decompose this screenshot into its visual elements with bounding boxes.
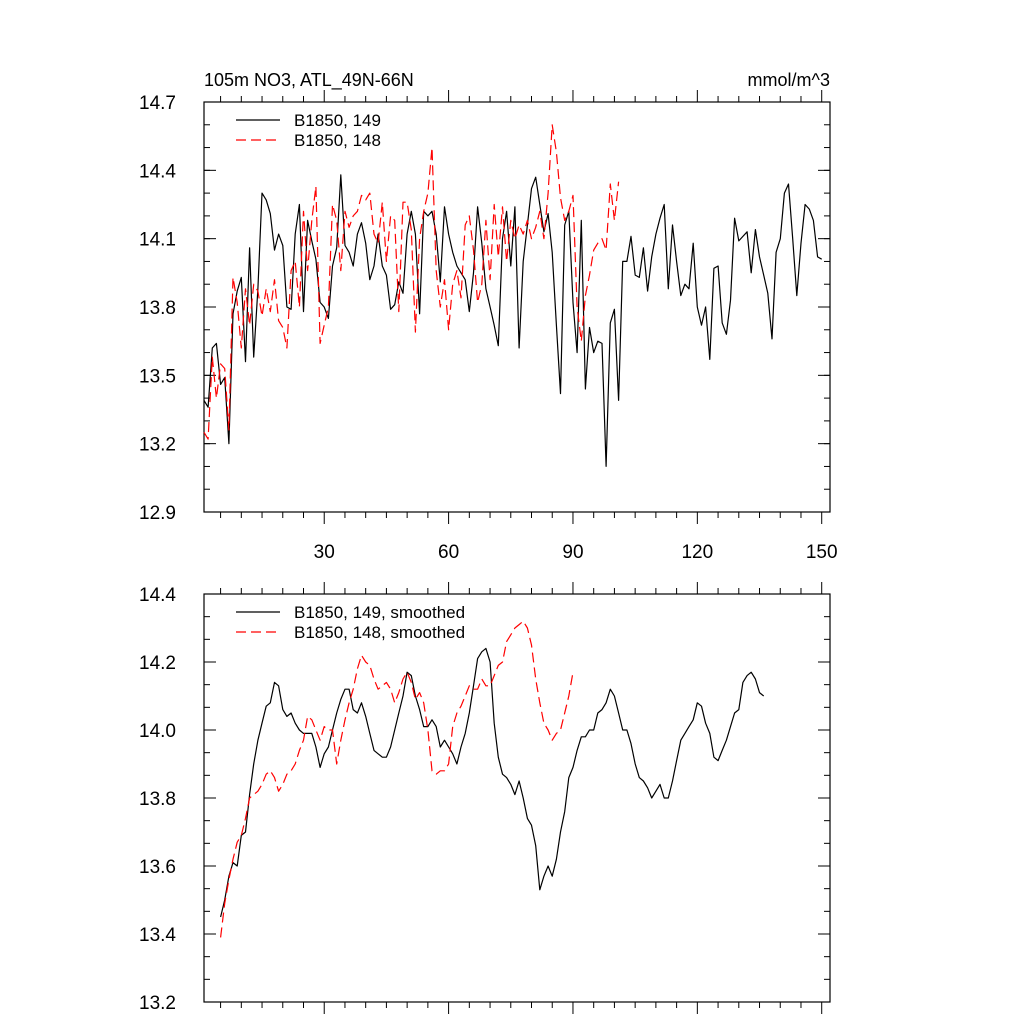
- plot-frame: [203, 101, 831, 513]
- data-lines: [220, 620, 765, 938]
- x-tick-label: 120: [681, 542, 713, 563]
- x-tick-label: 150: [806, 542, 838, 563]
- y-tick-label: 13.4: [139, 925, 176, 946]
- legend-label: B1850, 149, smoothed: [294, 603, 465, 622]
- data-lines: [203, 124, 822, 467]
- series-line-1: [203, 174, 822, 467]
- y-tick-label: 14.4: [139, 161, 176, 182]
- series-line-1: [220, 647, 765, 918]
- plot-frame: [203, 593, 831, 1003]
- y-tick-label: 14.2: [139, 653, 176, 674]
- y-tick-label: 13.8: [139, 298, 176, 319]
- legend-label: B1850, 148: [294, 131, 381, 150]
- y-tick-label: 14.4: [139, 585, 176, 606]
- y-tick-label: 13.6: [139, 857, 176, 878]
- y-tick-label: 14.1: [139, 230, 176, 251]
- chart-title: 105m NO3, ATL_49N-66N: [204, 70, 414, 91]
- series-line-2: [220, 620, 574, 938]
- axis-ticks: 12.9 13.2 13.5 13.8 14.1 14.4 14.7 30 60 90 120 150: [139, 90, 838, 563]
- x-tick-label: 90: [562, 542, 583, 563]
- y-tick-label: 13.5: [139, 366, 176, 387]
- legend-label: B1850, 148, smoothed: [294, 623, 465, 642]
- axis-ticks: 13.2 13.4 13.6 13.8 14.0 14.2 14.4: [139, 582, 830, 1014]
- legend-label: B1850, 149: [294, 111, 381, 130]
- y-tick-label: 13.2: [139, 993, 176, 1014]
- units-label: mmol/m^3: [748, 70, 830, 90]
- bottom-panel: 13.2 13.4 13.6 13.8 14.0 14.2 14.4 B1850, 149,…: [139, 582, 831, 1014]
- y-tick-label: 13.8: [139, 789, 176, 810]
- top-panel: 105m NO3, ATL_49N-66N mmol/m^3 12.913.21…: [139, 70, 838, 563]
- y-tick-label: 13.2: [139, 435, 176, 456]
- y-tick-label: 12.9: [139, 503, 176, 524]
- y-tick-label: 14.7: [139, 93, 176, 114]
- y-tick-label: 14.0: [139, 721, 176, 742]
- x-tick-label: 30: [314, 542, 335, 563]
- series-line-2: [203, 124, 620, 440]
- x-tick-label: 60: [438, 542, 459, 563]
